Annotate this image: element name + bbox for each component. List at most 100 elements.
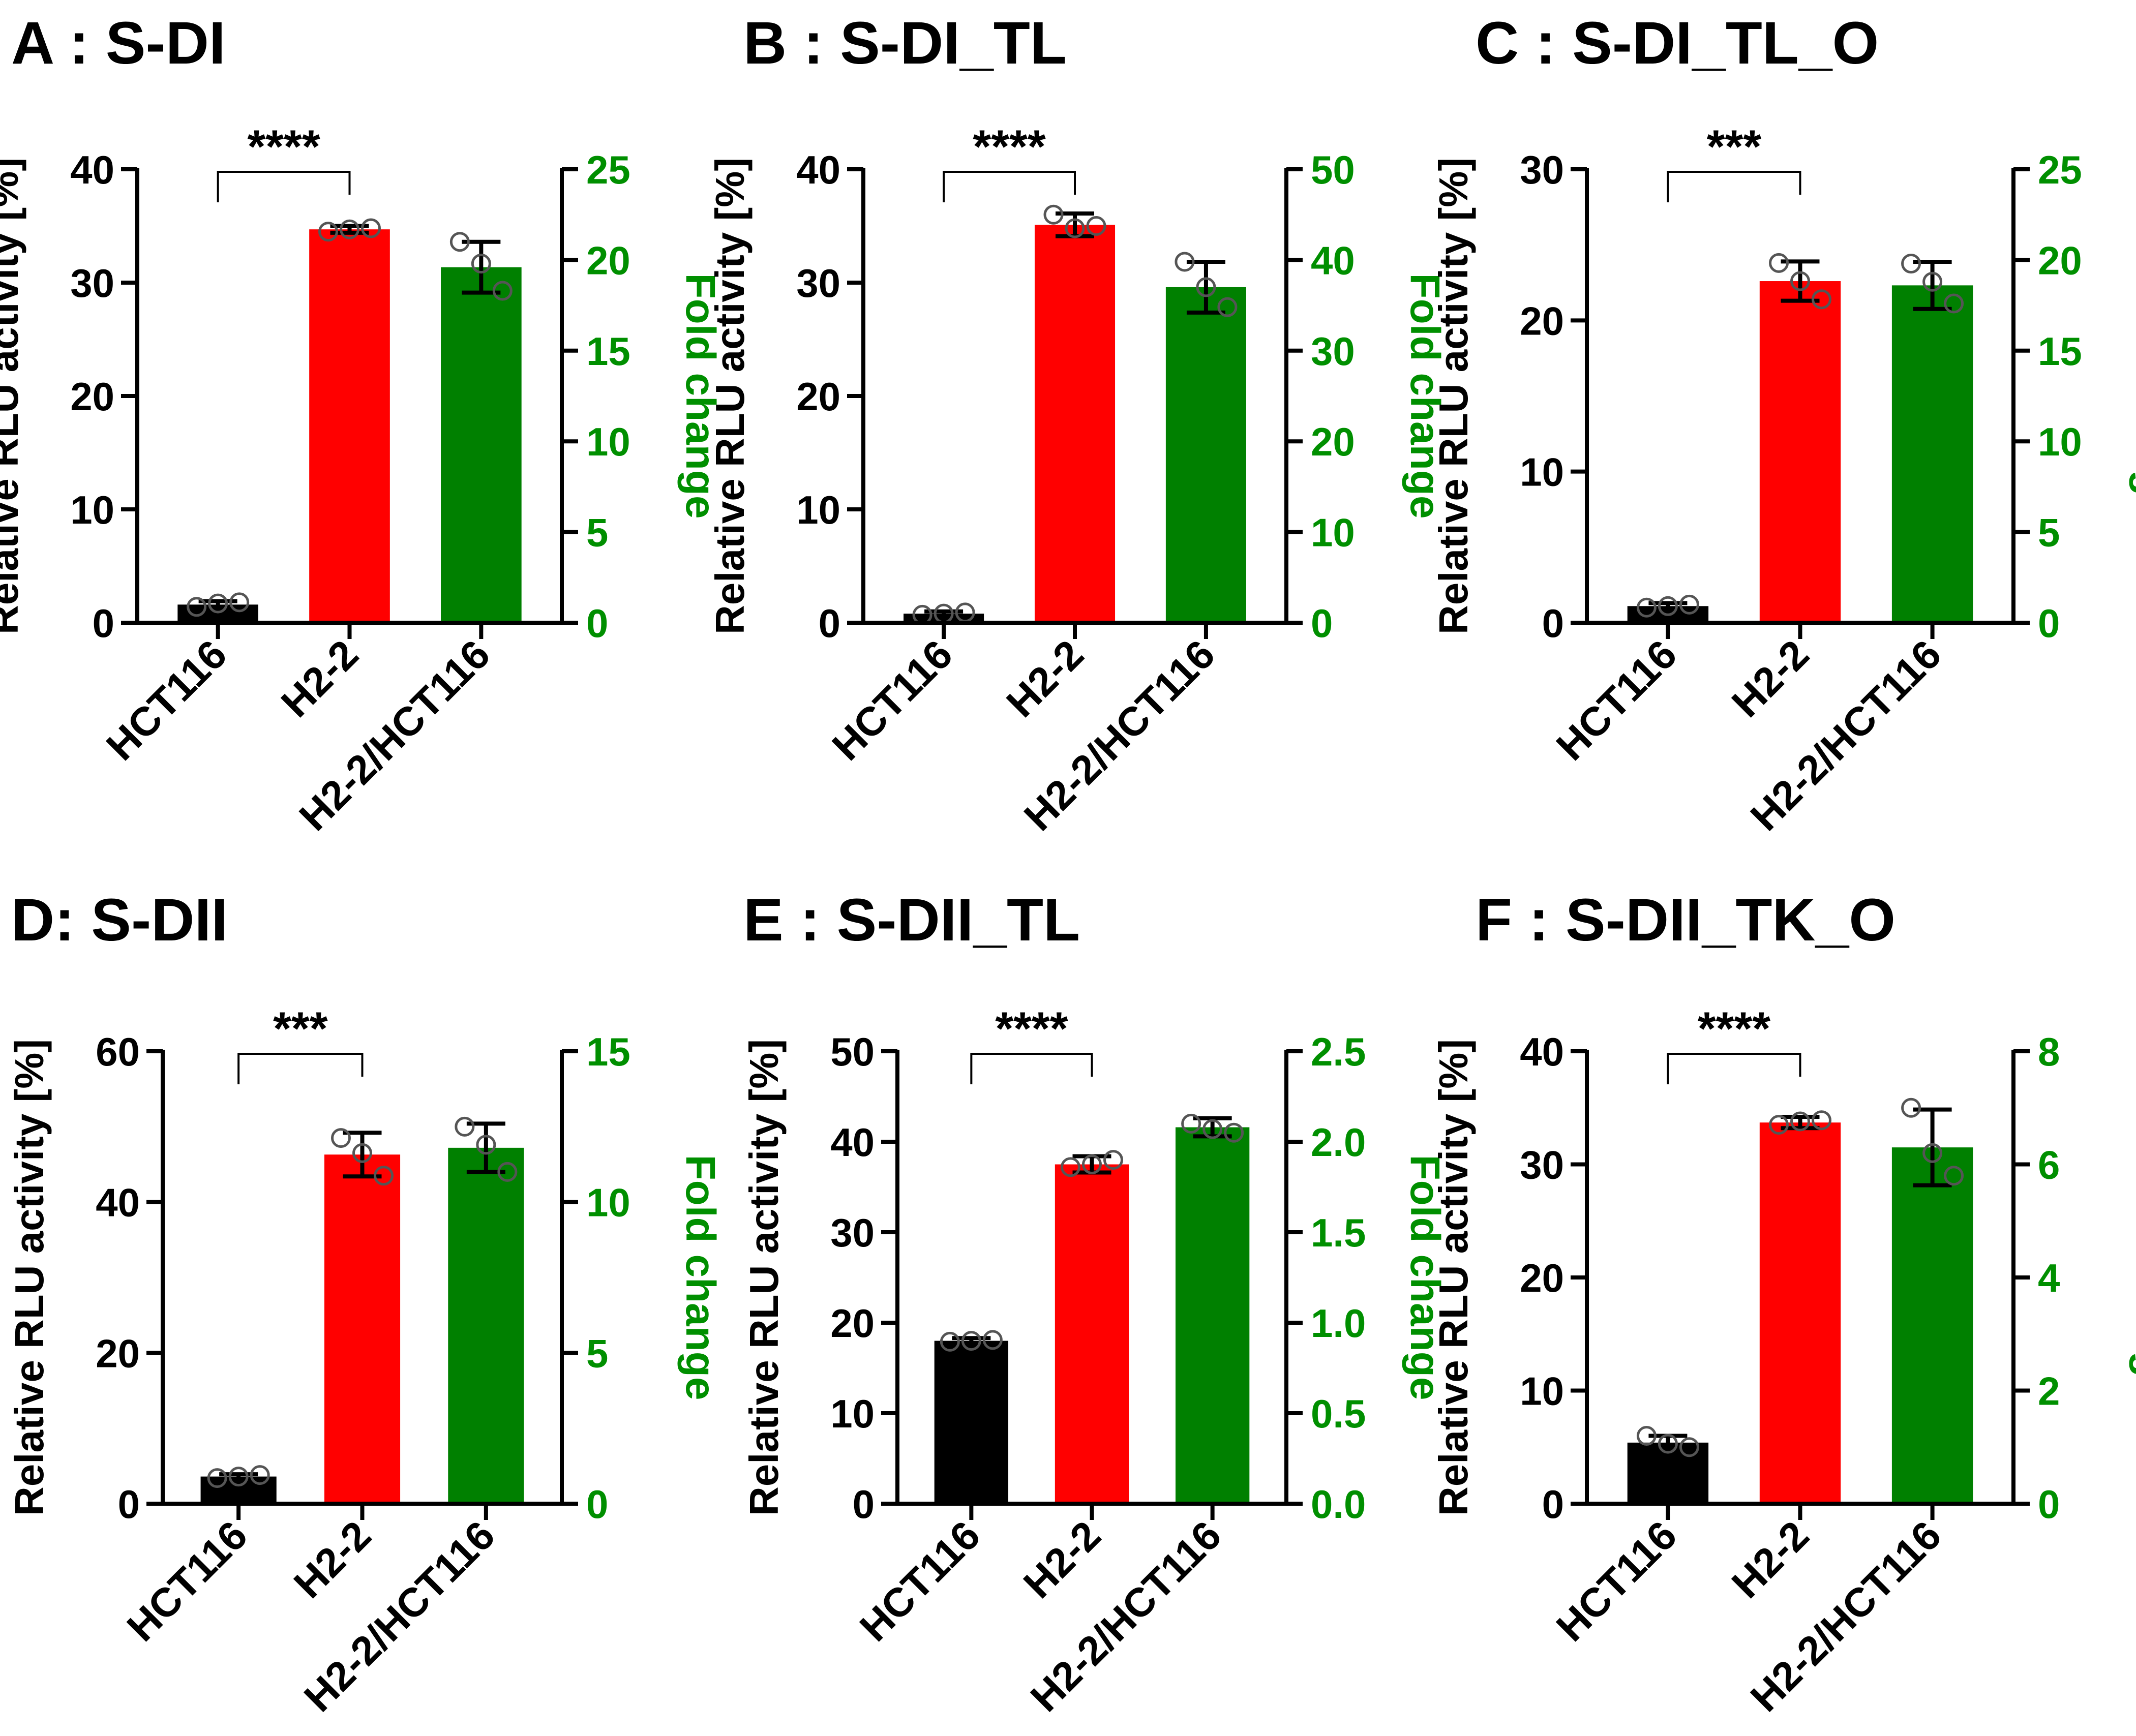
left-axis-label: Relative RLU activity [%]	[7, 1039, 52, 1516]
x-tick-label: HCT116	[824, 631, 961, 769]
significance-line	[943, 171, 1076, 202]
left-axis: 0 10 20 30 40 Relative RLU activity [%]	[1431, 1029, 1589, 1527]
x-tick-label: H2-2	[1015, 1512, 1109, 1607]
data-point	[476, 1135, 496, 1155]
left-tick-label: 30	[1520, 1143, 1564, 1187]
data-point	[1217, 297, 1238, 317]
right-tick-label: 0.0	[1311, 1482, 1366, 1527]
right-axis: 0 5 10 15 20 25 Fold change	[2011, 147, 2136, 646]
data-point	[1944, 293, 1964, 314]
right-tick-label: 2.5	[1311, 1029, 1366, 1074]
data-point	[250, 1465, 270, 1485]
left-axis-label: Relative RLU activity [%]	[1431, 1039, 1476, 1516]
data-point	[208, 593, 228, 614]
significance-line	[1667, 171, 1801, 202]
bar-h2-2	[1055, 1164, 1129, 1504]
right-tick-label: 15	[2038, 329, 2082, 374]
right-axis-label: Fold change	[1402, 1155, 1448, 1400]
right-tick-label: 0.5	[1311, 1391, 1366, 1436]
data-point	[1103, 1150, 1123, 1170]
left-axis: 0 10 20 30 40 Relative RLU activity [%]	[707, 147, 865, 646]
left-axis-label: Relative RLU activity [%]	[1431, 158, 1476, 634]
data-point	[374, 1166, 394, 1186]
x-tick-label: HCT116	[98, 631, 235, 769]
bar-h2-2	[1034, 225, 1116, 623]
data-point	[1658, 596, 1678, 616]
data-point	[961, 1331, 981, 1351]
x-tick-label: HCT116	[1548, 631, 1685, 769]
x-tick-label: H2-2	[998, 631, 1092, 726]
left-tick-label: 40	[1520, 1029, 1564, 1074]
right-tick-label: 20	[2038, 238, 2082, 283]
significance-label: ****	[247, 121, 320, 173]
right-tick-label: 15	[586, 1029, 630, 1074]
left-tick-label: 10	[1520, 1369, 1564, 1414]
significance-line	[217, 171, 351, 202]
left-axis: 0 10 20 30 40 Relative RLU activity [%]	[0, 147, 139, 646]
left-tick-label: 20	[96, 1331, 140, 1376]
right-tick-label: 10	[1311, 510, 1355, 555]
right-tick-label: 2.0	[1311, 1120, 1366, 1165]
data-point	[1224, 1122, 1244, 1143]
data-point	[1679, 1437, 1699, 1457]
panel-e: E : S-DII_TL **** 0 10 20 30 40 50 Relative RLU …	[741, 887, 1448, 1720]
left-tick-label: 0	[93, 601, 114, 646]
right-axis: 0 2 4 6 8 Fold change	[2011, 1029, 2136, 1527]
right-tick-label: 4	[2038, 1256, 2060, 1300]
left-tick-label: 30	[70, 261, 114, 306]
data-point	[331, 1128, 351, 1148]
left-axis-label: Relative RLU activity [%]	[707, 158, 753, 634]
left-tick-label: 10	[796, 488, 840, 532]
right-axis-label: Fold change	[1402, 273, 1448, 519]
right-tick-label: 25	[586, 147, 630, 192]
data-point	[1812, 289, 1831, 310]
data-point	[449, 232, 470, 252]
data-point	[455, 1116, 475, 1137]
left-tick-label: 20	[70, 374, 114, 419]
x-axis: HCT116 H2-2H2-2/HCT116	[118, 1502, 562, 1720]
bar-h2-2	[324, 1154, 401, 1504]
data-point	[207, 1468, 227, 1488]
data-point	[940, 1331, 960, 1352]
bar-h2-2	[309, 229, 390, 623]
x-tick-label: HCT116	[118, 1512, 256, 1650]
right-tick-label: 10	[586, 419, 630, 464]
data-point	[1636, 597, 1657, 618]
data-point	[1196, 277, 1216, 297]
x-axis: HCT116 H2-2H2-2/HCT116	[98, 621, 562, 839]
data-point	[1636, 1426, 1657, 1446]
data-point	[1790, 271, 1810, 291]
data-point	[228, 1467, 249, 1487]
x-axis: HCT116 H2-2H2-2/HCT116	[1548, 1502, 2013, 1720]
data-point	[1922, 271, 1943, 292]
panel-title: C : S-DI_TL_O	[1476, 10, 1879, 77]
left-tick-label: 10	[830, 1391, 875, 1436]
panel-a: A : S-DI **** 0 10 20 30 40 Relative RLU activi…	[0, 10, 724, 839]
right-tick-label: 0	[586, 1482, 608, 1527]
right-axis-label: Fold change	[2129, 1155, 2136, 1400]
left-tick-label: 0	[853, 1482, 875, 1527]
data-point	[1175, 252, 1195, 272]
right-axis: 0 5 10 15 Fold change	[560, 1029, 724, 1527]
panel-c: C : S-DI_TL_O *** 0 10 20 30 Relative RLU acti…	[1431, 10, 2136, 839]
x-axis: HCT116 H2-2H2-2/HCT116	[824, 621, 1286, 839]
bar-h2-2-hct116	[1891, 285, 1973, 623]
right-tick-label: 40	[1311, 238, 1355, 283]
x-tick-label: H2-2	[285, 1512, 380, 1607]
bar-h2-2-hct116	[448, 1147, 524, 1504]
right-tick-label: 1.5	[1311, 1210, 1366, 1255]
left-tick-label: 40	[70, 147, 114, 192]
left-tick-label: 20	[830, 1301, 875, 1346]
significance-bracket	[943, 171, 1076, 202]
x-axis: HCT116 H2-2H2-2/HCT116	[1548, 621, 2013, 839]
data-point	[1944, 1166, 1964, 1186]
data-point	[1082, 1154, 1102, 1174]
left-tick-label: 40	[796, 147, 840, 192]
right-axis-label: Fold change	[677, 1155, 724, 1400]
data-point	[340, 219, 359, 239]
right-axis: 0 5 10 15 20 25 Fold change	[560, 147, 724, 646]
significance-bracket	[217, 171, 351, 202]
right-tick-label: 10	[586, 1180, 630, 1225]
